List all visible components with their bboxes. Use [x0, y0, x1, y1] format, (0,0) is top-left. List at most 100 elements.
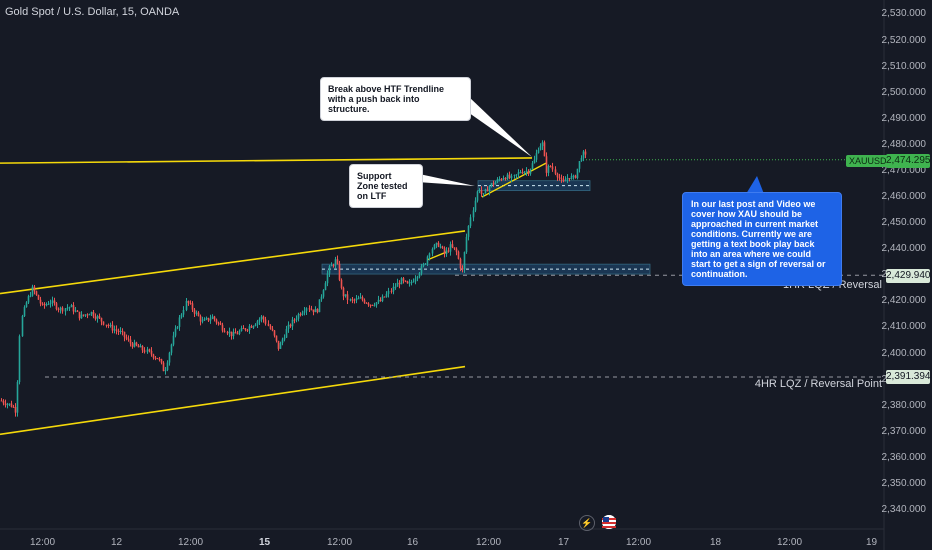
time-tick: 12:00 [178, 537, 204, 548]
candle-body [494, 182, 497, 185]
chart-title: Gold Spot / U.S. Dollar, 15, OANDA [5, 6, 180, 18]
drawings-layer [0, 157, 884, 436]
candle-body [486, 189, 489, 192]
candle-body [51, 300, 54, 303]
candle-body [146, 349, 149, 353]
candle-body [16, 382, 19, 413]
candle-body [205, 317, 208, 320]
candle-body [441, 246, 444, 249]
candle-body [566, 177, 569, 181]
analysis-callout-pointer [746, 176, 764, 194]
candle-body [66, 307, 69, 309]
time-tick: 12:00 [777, 537, 803, 548]
level-4hr-price-label: 2,391.394 [886, 370, 931, 384]
candle-body [223, 330, 226, 333]
candle-body [96, 316, 99, 319]
time-tick: 17 [558, 537, 570, 548]
candle-body [545, 156, 548, 173]
candle-body [455, 248, 458, 252]
candle-body [271, 328, 274, 331]
channel-upper-trendline[interactable] [0, 230, 466, 295]
candle-body [37, 294, 40, 300]
candle-body [160, 359, 163, 363]
candle-body [168, 352, 171, 363]
candle-body [213, 316, 216, 320]
candle-body [293, 319, 296, 321]
candle-body [187, 300, 190, 303]
candle-body [242, 328, 245, 330]
candle-body [531, 163, 534, 170]
candle-body [197, 312, 200, 317]
candle-body [240, 328, 243, 331]
candle-body [318, 299, 321, 313]
candle-body [490, 183, 493, 187]
analysis-callout[interactable]: In our last post and Video we cover how … [682, 192, 842, 286]
candle-body [517, 172, 520, 175]
candle-body [529, 169, 532, 174]
candle-body [301, 312, 304, 315]
candle-body [465, 236, 468, 253]
candle-body [119, 330, 122, 333]
lightning-icon[interactable]: ⚡ [579, 515, 595, 531]
candle-body [439, 246, 442, 248]
candle-body [260, 316, 263, 320]
candle-body [474, 200, 477, 211]
channel-lower-trendline[interactable] [0, 365, 466, 436]
candle-body [447, 250, 450, 252]
candle-body [182, 309, 185, 315]
candle-body [365, 302, 368, 304]
candle-body [43, 303, 46, 306]
ltf-trendline[interactable] [481, 162, 547, 198]
candle-body [102, 321, 105, 325]
candle-body [230, 331, 233, 337]
support-zone-callout[interactable]: Support Zone tested on LTF [349, 164, 423, 208]
candle-body [390, 290, 393, 292]
candle-body [254, 324, 257, 326]
candle-body [207, 317, 210, 321]
candle-body [422, 264, 425, 267]
candle-body [258, 319, 261, 322]
candle-body [562, 179, 565, 182]
candle-body [580, 158, 583, 162]
candle-body [554, 169, 557, 174]
candle-body [574, 175, 577, 178]
candle-body [488, 186, 491, 192]
candle-body [451, 244, 454, 248]
candle-body [47, 304, 50, 306]
candle-body [478, 190, 481, 192]
us-flag-icon[interactable] [602, 515, 616, 529]
candle-body [359, 297, 362, 299]
candle-body [496, 179, 499, 183]
candle-body [117, 330, 120, 333]
time-tick: 15 [259, 537, 271, 548]
candle-body [39, 299, 42, 304]
candle-body [176, 326, 179, 329]
candle-body [353, 299, 356, 301]
candle-body [342, 287, 345, 297]
htf-trendline[interactable] [0, 157, 533, 164]
candle-body [463, 252, 466, 270]
candle-body [506, 174, 509, 180]
candle-body [295, 318, 298, 320]
candle-body [299, 314, 302, 316]
time-tick: 16 [407, 537, 419, 548]
candle-body [394, 286, 397, 288]
candle-body [480, 190, 483, 194]
candle-body [584, 151, 587, 155]
candle-body [377, 299, 380, 303]
htf-breakout-callout[interactable]: Break above HTF Trendline with a push ba… [320, 77, 471, 121]
candle-body [12, 406, 15, 408]
candle-body [53, 300, 56, 304]
candle-body [156, 358, 159, 360]
candle-body [549, 166, 552, 168]
candle-body [367, 303, 370, 305]
candle-body [84, 314, 87, 316]
candle-body [215, 319, 218, 323]
candle-body [174, 328, 177, 336]
candle-body [578, 161, 581, 169]
candle-body [515, 174, 518, 176]
candle-body [533, 159, 536, 164]
price-tick: 2,450.000 [881, 217, 927, 229]
candle-body [178, 317, 181, 327]
candle-body [180, 314, 183, 318]
